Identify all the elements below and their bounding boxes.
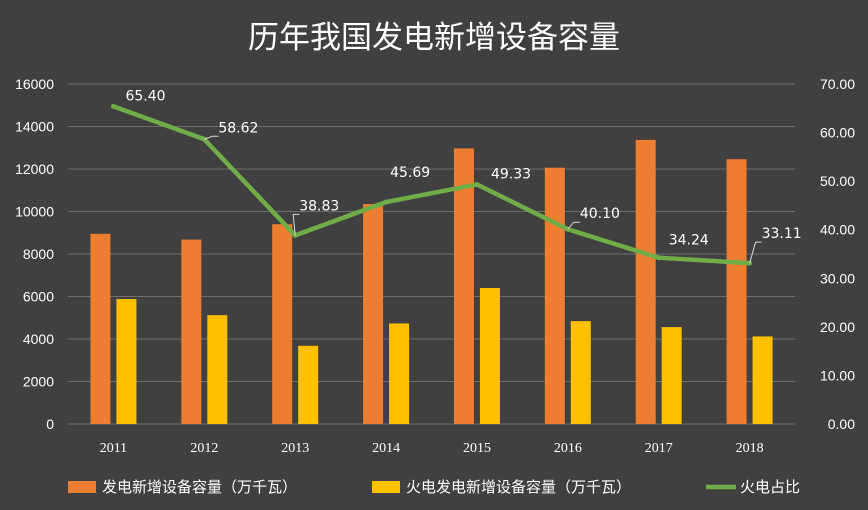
bar: [453, 148, 474, 424]
x-tick-label: 2015: [463, 441, 491, 456]
data-label-leader: [749, 241, 762, 264]
bar: [90, 233, 111, 424]
legend-label: 火电发电新增设备容量（万千瓦）: [406, 478, 631, 496]
chart-title: 历年我国发电新增设备容量: [248, 20, 620, 56]
data-label: 33.11: [762, 226, 802, 242]
bar: [116, 299, 137, 424]
grid-layer: [68, 83, 795, 425]
y-right-tick-label: 0.00: [828, 416, 855, 432]
line-layer: 65.40 58.62 38.83 45.69 49.33 40.10 34.24 33.11: [110, 88, 802, 266]
line-point: [110, 103, 116, 109]
bar: [298, 345, 319, 424]
bar: [181, 239, 202, 424]
line-point: [474, 181, 480, 187]
x-tick-label: 2014: [372, 441, 400, 456]
data-label: 34.24: [669, 233, 709, 249]
legend: 发电新增设备容量（万千瓦） 火电发电新增设备容量（万千瓦） 火电占比: [68, 478, 800, 496]
x-tick-label: 2018: [736, 441, 764, 456]
x-tick-label: 2012: [190, 441, 218, 456]
axis-layer: 0 2000 4000 6000 8000 10000 12000 14000 16000 0.0…: [15, 76, 855, 456]
bar: [726, 159, 747, 424]
y-right-tick-label: 30.00: [820, 270, 855, 286]
legend-swatch: [68, 481, 96, 493]
y-left-tick-label: 4000: [23, 331, 54, 347]
line-series: [111, 104, 752, 266]
y-left-tick-label: 6000: [23, 289, 54, 305]
bar: [752, 336, 773, 424]
y-right-tick-label: 60.00: [820, 125, 855, 141]
bar: [479, 288, 500, 424]
data-label: 49.33: [491, 166, 531, 182]
y-left-tick-label: 8000: [23, 246, 54, 262]
bar: [661, 327, 682, 424]
data-label: 40.10: [580, 206, 620, 222]
line-point: [656, 255, 662, 261]
legend-label: 火电占比: [740, 478, 800, 496]
bar: [635, 139, 656, 424]
y-left-tick-label: 2000: [23, 374, 54, 390]
y-right-tick-label: 40.00: [820, 222, 855, 238]
bar: [389, 323, 410, 424]
bar-layer: [90, 139, 773, 424]
y-left-tick-label: 14000: [15, 119, 54, 135]
x-tick-label: 2016: [554, 441, 582, 456]
x-tick-label: 2017: [645, 441, 673, 456]
bar: [207, 315, 228, 424]
legend-label: 发电新增设备容量（万千瓦）: [102, 478, 297, 496]
data-label: 38.83: [299, 198, 339, 214]
bar: [544, 167, 565, 424]
data-label: 58.62: [218, 120, 258, 136]
line-point: [383, 199, 389, 205]
data-label: 65.40: [125, 88, 165, 104]
bar: [363, 204, 384, 424]
y-left-tick-label: 16000: [15, 76, 54, 92]
y-right-tick-label: 70.00: [820, 76, 855, 92]
y-right-tick-label: 10.00: [820, 367, 855, 383]
y-left-tick-label: 12000: [15, 161, 54, 177]
x-tick-label: 2011: [100, 441, 127, 456]
data-label-leader: [567, 221, 580, 230]
data-label-leader: [292, 213, 300, 236]
y-right-tick-label: 50.00: [820, 173, 855, 189]
y-left-tick-label: 10000: [15, 204, 54, 220]
legend-swatch: [372, 481, 400, 493]
y-left-tick-label: 0: [46, 416, 54, 432]
y-right-tick-label: 20.00: [820, 319, 855, 335]
bar: [272, 224, 293, 424]
x-tick-label: 2013: [281, 441, 309, 456]
bar: [570, 321, 591, 424]
data-label: 45.69: [390, 165, 430, 181]
data-label-leader: [204, 135, 219, 140]
